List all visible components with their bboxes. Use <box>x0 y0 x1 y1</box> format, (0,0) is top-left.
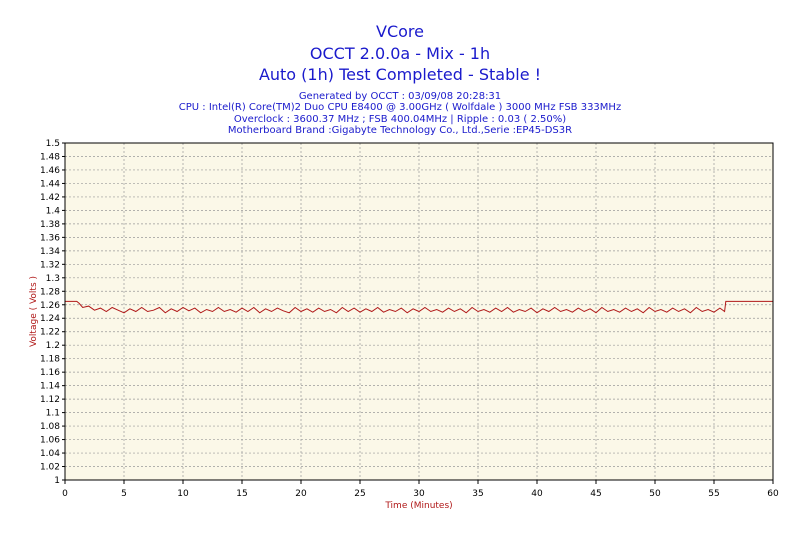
y-tick-label: 1.42 <box>40 193 60 203</box>
y-tick-label: 1.2 <box>46 341 60 351</box>
y-tick-label: 1.14 <box>40 382 60 392</box>
y-tick-label: 1.34 <box>40 247 60 257</box>
y-tick-label: 1.04 <box>40 449 60 459</box>
y-tick-label: 1.5 <box>46 139 60 149</box>
overclock-info: Overclock : 3600.37 MHz ; FSB 400.04MHz … <box>233 114 567 125</box>
y-tick-label: 1.46 <box>40 166 60 176</box>
y-tick-label: 1.12 <box>40 395 60 405</box>
y-tick-label: 1.26 <box>40 301 60 311</box>
x-axis-ticks: 0 5 10 15 20 25 30 35 40 45 50 55 60 <box>62 480 779 499</box>
plot-border <box>64 142 774 481</box>
x-tick-label: 45 <box>590 489 601 499</box>
y-tick-label: 1.1 <box>46 409 60 419</box>
cpu-info: CPU : Intel(R) Core(TM)2 Duo CPU E8400 @… <box>178 102 622 113</box>
y-tick-label: 1.36 <box>40 233 60 243</box>
y-tick-label: 1.02 <box>40 463 60 473</box>
y-axis-ticks: 1 1.02 1.04 1.06 1.08 1.1 1.12 1.14 1.16 1.18 1.2 1… <box>40 139 65 486</box>
x-tick-label: 20 <box>295 489 307 499</box>
x-axis-label: Time (Minutes) <box>384 501 452 511</box>
x-tick-label: 10 <box>177 489 189 499</box>
x-tick-label: 60 <box>767 489 779 499</box>
x-tick-label: 50 <box>649 489 661 499</box>
vcore-series-line <box>65 300 773 314</box>
chart-subtitle-status: Auto (1h) Test Completed - Stable ! <box>258 65 542 84</box>
motherboard-info: Motherboard Brand :Gigabyte Technology C… <box>227 125 573 136</box>
x-tick-label: 35 <box>472 489 483 499</box>
y-tick-label: 1.16 <box>40 368 60 378</box>
y-axis-label: Voltage ( Volts ) <box>29 276 39 347</box>
y-tick-label: 1.32 <box>40 260 60 270</box>
x-tick-label: 0 <box>62 489 68 499</box>
chart-subtitle-program: OCCT 2.0.0a - Mix - 1h <box>309 44 491 63</box>
x-tick-label: 55 <box>708 489 719 499</box>
x-tick-label: 5 <box>121 489 127 499</box>
chart-title: VCore <box>376 22 424 41</box>
y-tick-label: 1.28 <box>40 287 60 297</box>
y-tick-label: 1.06 <box>40 436 60 446</box>
x-tick-label: 15 <box>236 489 247 499</box>
y-tick-label: 1.38 <box>40 220 60 230</box>
y-tick-label: 1.44 <box>40 179 60 189</box>
y-tick-label: 1.22 <box>40 328 60 338</box>
y-tick-label: 1.24 <box>40 314 60 324</box>
generated-info: Generated by OCCT : 03/09/08 20:28:31 <box>298 91 502 102</box>
y-tick-label: 1.4 <box>46 206 61 216</box>
y-tick-label: 1.48 <box>40 152 60 162</box>
x-tick-label: 30 <box>413 489 425 499</box>
y-tick-label: 1.3 <box>46 274 60 284</box>
series-layer <box>65 300 773 314</box>
x-tick-label: 25 <box>354 489 365 499</box>
x-tick-label: 40 <box>531 489 543 499</box>
y-tick-label: 1.08 <box>40 422 60 432</box>
y-tick-label: 1.18 <box>40 355 60 365</box>
y-tick-label: 1 <box>54 476 60 486</box>
